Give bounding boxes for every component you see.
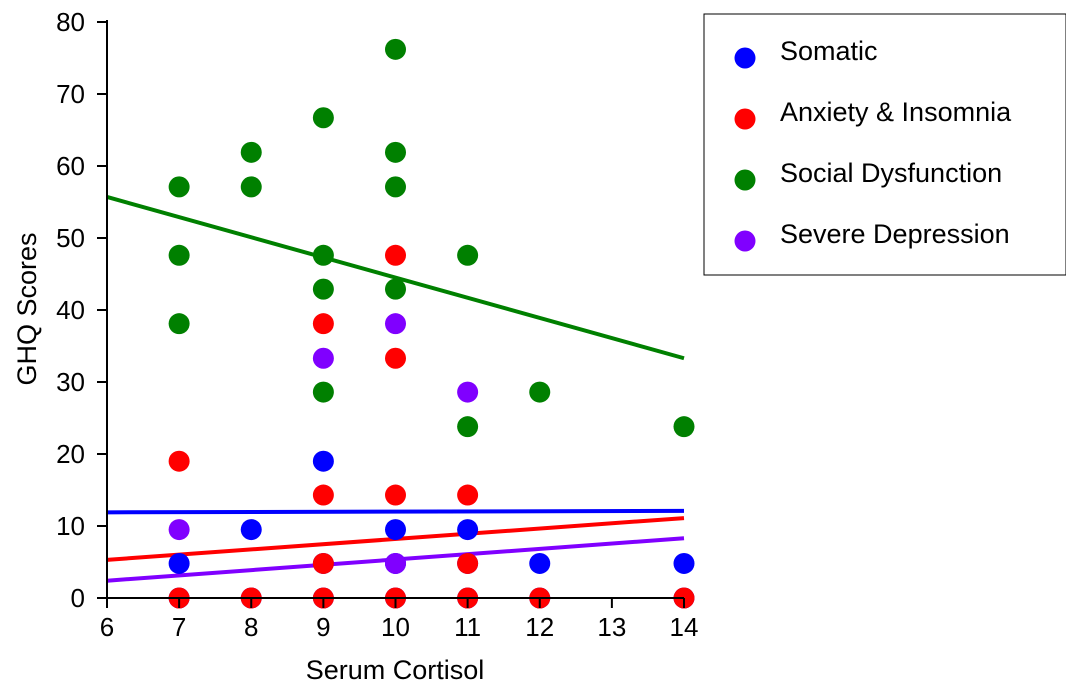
y-tick-label: 10	[56, 511, 85, 541]
x-axis-title: Serum Cortisol	[306, 655, 485, 685]
trend-line-social-dysfunction	[106, 195, 685, 361]
data-point-somatic	[385, 519, 406, 541]
data-point-social-dysfunction	[312, 244, 334, 266]
legend-item-social-dysfunction: Social Dysfunction	[734, 158, 1002, 191]
data-point-social-dysfunction	[385, 278, 406, 300]
x-ticks: 6 7 8 9 10 11 12 13 14	[100, 598, 699, 642]
legend: Somatic Anxiety & Insomnia Social Dysfunct…	[703, 13, 1066, 276]
data-point-social-dysfunction	[312, 381, 334, 403]
y-tick-label: 20	[56, 439, 85, 469]
legend-label: Somatic	[780, 36, 878, 66]
y-tick-label: 0	[71, 583, 85, 613]
data-point-somatic	[168, 552, 190, 574]
data-point-social-dysfunction	[529, 381, 551, 403]
data-point-severe-depression	[168, 519, 190, 541]
data-point-social-dysfunction	[312, 107, 334, 129]
data-point-social-dysfunction	[385, 176, 406, 198]
y-tick-label: 50	[56, 223, 85, 253]
data-point-social-dysfunction	[168, 244, 190, 266]
data-point-social-dysfunction	[168, 313, 190, 335]
legend-marker	[734, 230, 756, 252]
data-point-social-dysfunction	[312, 278, 334, 300]
data-point-anxiety-and-insomnia	[312, 484, 334, 506]
data-point-social-dysfunction	[673, 416, 695, 438]
y-ticks: 0 10 20 30 40 50 60 70 80	[56, 7, 107, 613]
data-point-anxiety-and-insomnia	[385, 484, 406, 506]
x-tick-label: 8	[244, 612, 258, 642]
y-tick-label: 40	[56, 295, 85, 325]
data-point-somatic	[312, 450, 334, 472]
data-point-social-dysfunction	[240, 141, 262, 163]
legend-box	[703, 13, 1066, 276]
legend-marker	[734, 108, 756, 130]
data-point-anxiety-and-insomnia	[312, 313, 334, 335]
legend-marker	[734, 47, 756, 69]
legend-item-severe-depression: Severe Depression	[734, 219, 1010, 252]
y-tick-label: 80	[56, 7, 85, 37]
data-point-social-dysfunction	[457, 244, 479, 266]
data-point-anxiety-and-insomnia	[457, 484, 479, 506]
data-point-social-dysfunction	[385, 141, 406, 163]
legend-marker	[734, 169, 756, 191]
legend-item-anxiety-and-insomnia: Anxiety & Insomnia	[734, 97, 1012, 130]
legend-item-somatic: Somatic	[734, 36, 878, 69]
data-points	[168, 38, 695, 609]
data-point-severe-depression	[312, 347, 334, 369]
data-point-anxiety-and-insomnia	[312, 552, 334, 574]
x-tick-label: 11	[454, 612, 481, 642]
x-tick-label: 13	[597, 612, 626, 642]
y-tick-label: 60	[56, 151, 85, 181]
x-tick-label: 14	[670, 612, 699, 642]
x-tick-label: 7	[172, 612, 186, 642]
y-tick-label: 70	[56, 79, 85, 109]
x-tick-label: 10	[381, 612, 410, 642]
legend-label: Social Dysfunction	[780, 158, 1002, 188]
legend-label: Anxiety & Insomnia	[780, 97, 1012, 127]
y-tick-label: 30	[56, 367, 85, 397]
data-point-anxiety-and-insomnia	[385, 244, 406, 266]
data-point-severe-depression	[385, 552, 406, 574]
data-point-anxiety-and-insomnia	[168, 450, 190, 472]
data-point-social-dysfunction	[240, 176, 262, 198]
data-point-somatic	[240, 519, 262, 541]
x-tick-label: 9	[316, 612, 330, 642]
data-point-somatic	[529, 552, 551, 574]
data-point-social-dysfunction	[385, 38, 406, 60]
data-point-social-dysfunction	[168, 176, 190, 198]
data-point-anxiety-and-insomnia	[457, 552, 479, 574]
data-point-somatic	[673, 552, 695, 574]
legend-label: Severe Depression	[780, 219, 1010, 249]
data-point-somatic	[457, 519, 479, 541]
data-point-social-dysfunction	[457, 416, 479, 438]
data-point-severe-depression	[457, 381, 479, 403]
data-point-anxiety-and-insomnia	[385, 347, 406, 369]
data-point-severe-depression	[385, 313, 406, 335]
trend-line-somatic	[106, 508, 685, 515]
x-tick-label: 12	[525, 612, 554, 642]
y-axis-title: GHQ Scores	[12, 232, 42, 385]
x-tick-label: 6	[100, 612, 114, 642]
